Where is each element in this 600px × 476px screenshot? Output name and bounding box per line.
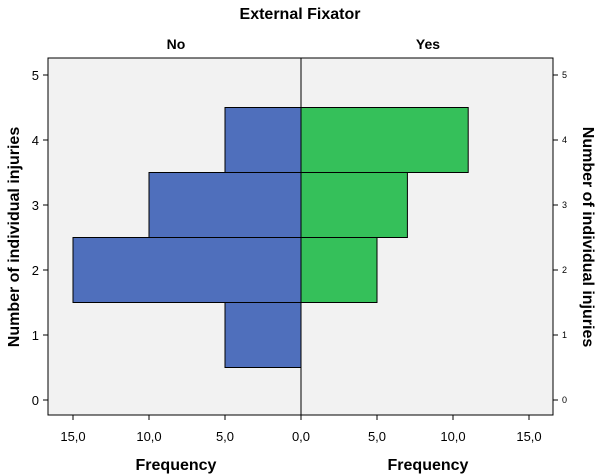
y-axis-label-right: Number of individual injuries [579,127,596,348]
y-tick-label-right: 5 [562,70,567,80]
bar-yes-2 [300,237,378,303]
y-axis-label-left: Number of individual injuries [6,127,23,348]
y-tick-label-right: 4 [562,135,567,145]
y-tick-label-left: 2 [32,263,39,278]
x-tick-label-left: 5,0 [216,429,234,444]
bar-no-1 [224,302,302,368]
x-axis-label-right: Frequency [388,457,469,474]
bar-no-4 [224,107,302,173]
bar-yes-4 [300,107,469,173]
y-tick-label-right: 2 [562,265,567,275]
panel-label-no: No [167,36,186,52]
bar-no-3 [148,172,302,238]
x-tick-label-right: 15,0 [516,429,541,444]
bars-group [72,107,469,368]
panel-label-yes: Yes [416,36,440,52]
y-tick-label-right: 3 [562,200,567,210]
x-axis-label-left: Frequency [136,457,217,474]
y-tick-label-left: 5 [32,68,39,83]
x-tick-label-right: 5,0 [368,429,386,444]
y-tick-label-left: 0 [32,393,39,408]
x-tick-label-left: 15,0 [60,429,85,444]
y-tick-label-left: 4 [32,133,39,148]
y-ticks-group: 0 0 1 1 2 2 3 3 4 4 5 5 [32,68,567,408]
y-tick-label-left: 3 [32,198,39,213]
y-tick-label-right: 1 [562,330,567,340]
y-tick-label-right: 0 [562,395,567,405]
bar-no-2 [72,237,302,303]
bar-yes-3 [300,172,408,238]
x-tick-label-left: 0,0 [292,429,310,444]
x-tick-label-right: 10,0 [440,429,465,444]
x-ticks-group: 15,0 10,0 5,0 0,0 5,0 10,0 15,0 [60,415,542,444]
y-tick-label-left: 1 [32,328,39,343]
chart-title: External Fixator [240,6,361,23]
x-tick-label-left: 10,0 [136,429,161,444]
